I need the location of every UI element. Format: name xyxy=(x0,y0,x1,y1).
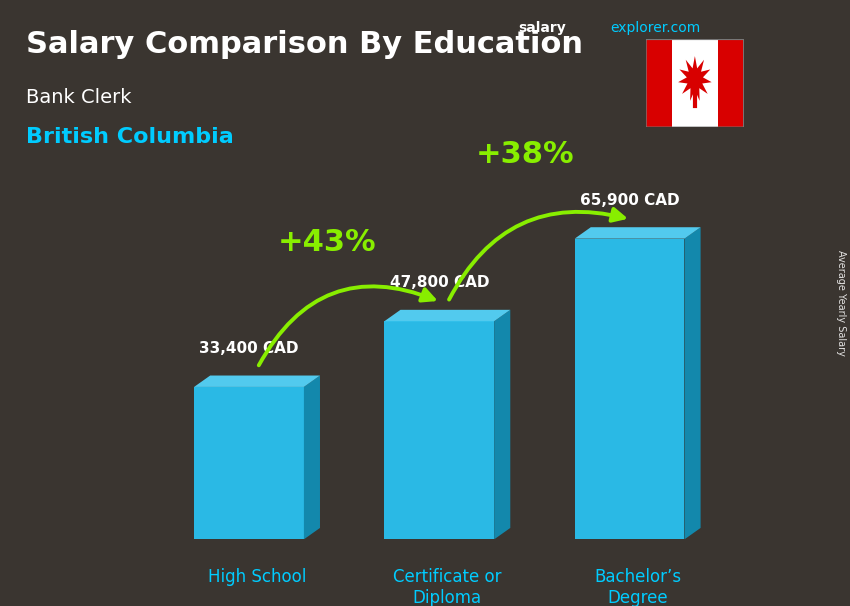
Text: Salary Comparison By Education: Salary Comparison By Education xyxy=(26,30,582,59)
Text: British Columbia: British Columbia xyxy=(26,127,233,147)
Text: 47,800 CAD: 47,800 CAD xyxy=(389,275,489,290)
Polygon shape xyxy=(678,56,711,101)
Polygon shape xyxy=(304,376,320,539)
Polygon shape xyxy=(384,310,510,321)
Polygon shape xyxy=(646,39,744,127)
Text: High School: High School xyxy=(208,568,306,586)
Polygon shape xyxy=(194,387,304,539)
Text: +43%: +43% xyxy=(278,228,377,257)
Text: explorer.com: explorer.com xyxy=(610,21,700,35)
Text: salary: salary xyxy=(518,21,566,35)
Polygon shape xyxy=(684,227,700,539)
Text: 65,900 CAD: 65,900 CAD xyxy=(580,193,679,207)
Polygon shape xyxy=(575,227,700,239)
Polygon shape xyxy=(646,39,672,127)
Text: +38%: +38% xyxy=(475,140,574,169)
Polygon shape xyxy=(717,39,744,127)
Text: Bachelor’s
Degree: Bachelor’s Degree xyxy=(594,568,681,606)
Text: Bank Clerk: Bank Clerk xyxy=(26,88,131,107)
Polygon shape xyxy=(494,310,510,539)
FancyArrowPatch shape xyxy=(258,287,434,365)
Polygon shape xyxy=(575,239,684,539)
Text: Certificate or
Diploma: Certificate or Diploma xyxy=(393,568,502,606)
Polygon shape xyxy=(194,376,320,387)
Polygon shape xyxy=(384,321,494,539)
Text: Average Yearly Salary: Average Yearly Salary xyxy=(836,250,846,356)
Text: 33,400 CAD: 33,400 CAD xyxy=(199,341,298,356)
FancyArrowPatch shape xyxy=(449,209,624,299)
